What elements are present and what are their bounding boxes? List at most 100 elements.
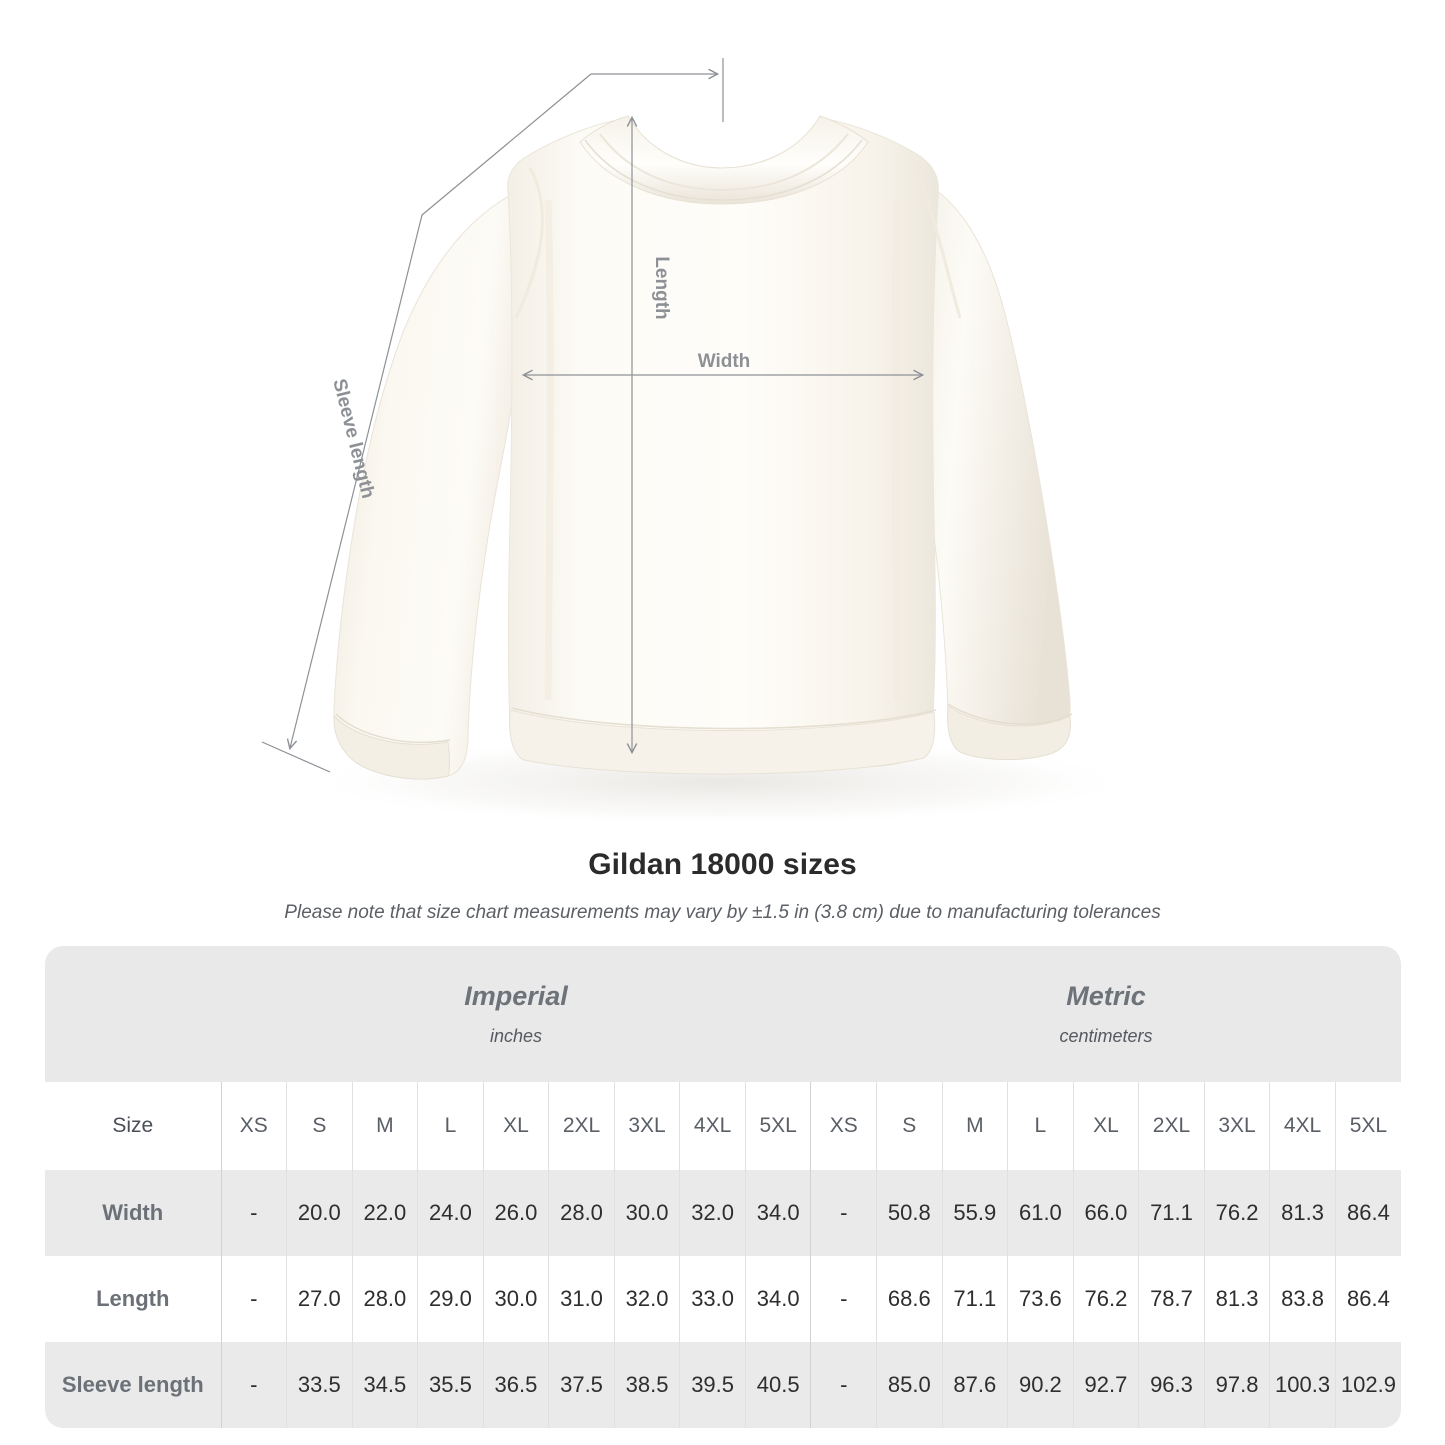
cell-length-imperial-5xl: 34.0 — [744, 1256, 811, 1342]
cell-sleeve-length-metric-s: 85.0 — [876, 1342, 943, 1428]
cell-width-imperial-s: 20.0 — [286, 1170, 353, 1256]
cell-width-imperial-4xl: 32.0 — [679, 1170, 746, 1256]
cell-width-metric-xs: - — [810, 1170, 877, 1256]
cell-width-imperial-3xl: 30.0 — [613, 1170, 680, 1256]
size-header-imperial-s: S — [286, 1082, 353, 1170]
cell-sleeve-length-metric-l: 90.2 — [1007, 1342, 1074, 1428]
cell-width-metric-xl: 66.0 — [1072, 1170, 1139, 1256]
body-fold-right — [891, 199, 902, 701]
row-label-sleeve-length: Sleeve length — [45, 1342, 221, 1428]
cell-length-imperial-xl: 30.0 — [482, 1256, 549, 1342]
size-header-imperial-5xl: 5XL — [744, 1082, 811, 1170]
unit-banner-row: Imperial inches Metric centimeters — [45, 946, 1401, 1082]
cell-length-metric-s: 68.6 — [876, 1256, 943, 1342]
collar-outer-line — [584, 139, 863, 201]
cell-width-imperial-2xl: 28.0 — [548, 1170, 615, 1256]
length-label: Length — [651, 256, 672, 319]
table-row: Width -20.0 22.0 24.0 26.0 28.0 30.0 32.0 34.0-5… — [45, 1170, 1401, 1256]
cell-sleeve-length-metric-5xl: 102.9 — [1334, 1342, 1401, 1428]
cell-length-metric-4xl: 83.8 — [1269, 1256, 1336, 1342]
cell-sleeve-length-imperial-3xl: 38.5 — [613, 1342, 680, 1428]
cell-sleeve-length-metric-2xl: 96.3 — [1138, 1342, 1205, 1428]
cell-sleeve-length-imperial-m: 34.5 — [351, 1342, 418, 1428]
cell-width-imperial-m: 22.0 — [351, 1170, 418, 1256]
size-chart-table-wrapper: Imperial inches Metric centimeters Size XS S M L… — [45, 946, 1401, 1428]
cell-width-imperial-5xl: 34.0 — [744, 1170, 811, 1256]
cell-length-metric-l: 73.6 — [1007, 1256, 1074, 1342]
size-header-imperial-3xl: 3XL — [613, 1082, 680, 1170]
cell-width-metric-s: 50.8 — [876, 1170, 943, 1256]
cell-width-metric-l: 61.0 — [1007, 1170, 1074, 1256]
body-fold-left — [544, 199, 554, 701]
unit-header-metric: Metric centimeters — [810, 946, 1401, 1082]
cell-sleeve-length-metric-3xl: 97.8 — [1203, 1342, 1270, 1428]
size-header-metric-4xl: 4XL — [1269, 1082, 1336, 1170]
size-header-metric-2xl: 2XL — [1138, 1082, 1205, 1170]
size-header-row: Size XS S M L XL 2XL 3XL 4XL 5XL XS S M L XL 2XL 3XL 4XL 5… — [45, 1082, 1401, 1170]
size-header-metric-xl: XL — [1072, 1082, 1139, 1170]
cell-sleeve-length-imperial-4xl: 39.5 — [679, 1342, 746, 1428]
size-header-imperial-l: L — [417, 1082, 484, 1170]
size-chart-table: Imperial inches Metric centimeters Size XS S M L… — [45, 946, 1401, 1428]
row-label-width: Width — [45, 1170, 221, 1256]
row-label-length: Length — [45, 1256, 221, 1342]
size-header-imperial-xl: XL — [482, 1082, 549, 1170]
cell-width-imperial-xs: - — [220, 1170, 287, 1256]
cell-width-metric-3xl: 76.2 — [1203, 1170, 1270, 1256]
size-header-metric-3xl: 3XL — [1203, 1082, 1270, 1170]
cell-sleeve-length-imperial-xl: 36.5 — [482, 1342, 549, 1428]
sweatshirt-body — [507, 117, 939, 773]
cell-sleeve-length-metric-m: 87.6 — [941, 1342, 1008, 1428]
right-cuff-seam — [947, 703, 1073, 725]
header-size-label: Size — [45, 1082, 221, 1170]
cell-sleeve-length-imperial-xs: - — [220, 1342, 287, 1428]
cell-length-metric-m: 71.1 — [941, 1256, 1008, 1342]
cell-length-imperial-s: 27.0 — [286, 1256, 353, 1342]
cell-length-imperial-4xl: 33.0 — [679, 1256, 746, 1342]
cell-sleeve-length-imperial-2xl: 37.5 — [548, 1342, 615, 1428]
cell-length-metric-xs: - — [810, 1256, 877, 1342]
unit-header-imperial: Imperial inches — [221, 946, 811, 1082]
cell-length-imperial-xs: - — [220, 1256, 287, 1342]
garment-illustration: Sleeve length Length Width — [261, 58, 1140, 826]
unit-name: Metric — [1066, 981, 1146, 1011]
size-header-metric-xs: XS — [810, 1082, 877, 1170]
cell-length-metric-2xl: 78.7 — [1138, 1256, 1205, 1342]
unit-name: Imperial — [464, 981, 568, 1011]
cell-length-imperial-l: 29.0 — [417, 1256, 484, 1342]
cell-width-imperial-xl: 26.0 — [482, 1170, 549, 1256]
cell-sleeve-length-metric-xl: 92.7 — [1072, 1342, 1139, 1428]
cell-length-imperial-3xl: 32.0 — [613, 1256, 680, 1342]
shoulder-seam-right — [910, 163, 962, 319]
cell-width-metric-5xl: 86.4 — [1334, 1170, 1401, 1256]
unit-banner-corner — [45, 946, 221, 1082]
shoulder-seam-left — [514, 167, 544, 319]
waistband — [509, 709, 936, 775]
length-annotation: Length — [632, 118, 672, 752]
width-label: Width — [698, 351, 751, 372]
size-header-imperial-2xl: 2XL — [548, 1082, 615, 1170]
tolerance-note: Please note that size chart measurements… — [284, 902, 1161, 923]
cell-sleeve-length-metric-xs: - — [810, 1342, 877, 1428]
unit-subtitle: inches — [489, 1026, 542, 1046]
garment-shadow — [300, 738, 1140, 826]
cell-length-metric-xl: 76.2 — [1072, 1256, 1139, 1342]
collar-ribbing — [579, 115, 869, 205]
size-header-metric-m: M — [941, 1082, 1008, 1170]
cell-length-metric-5xl: 86.4 — [1334, 1256, 1401, 1342]
cell-length-imperial-2xl: 31.0 — [548, 1256, 615, 1342]
cell-sleeve-length-imperial-l: 35.5 — [417, 1342, 484, 1428]
cell-width-metric-m: 55.9 — [941, 1170, 1008, 1256]
cell-width-imperial-l: 24.0 — [417, 1170, 484, 1256]
table-row: Sleeve length -33.5 34.5 35.5 36.5 37.5 38.5 39… — [45, 1342, 1401, 1428]
title-block: Gildan 18000 sizes Please note that size… — [0, 846, 1445, 925]
cell-sleeve-length-imperial-s: 33.5 — [286, 1342, 353, 1428]
right-cuff — [947, 705, 1071, 760]
unit-subtitle: centimeters — [1059, 1026, 1153, 1046]
table-row: Length -27.0 28.0 29.0 30.0 31.0 32.0 33.0 34.0-… — [45, 1256, 1401, 1342]
sweatshirt-diagram: Sleeve length Length Width — [261, 58, 1140, 826]
sleeve-reference-line — [591, 58, 724, 122]
left-cuff-seam — [335, 713, 451, 743]
cell-width-metric-2xl: 71.1 — [1138, 1170, 1205, 1256]
cell-width-metric-4xl: 81.3 — [1269, 1170, 1336, 1256]
